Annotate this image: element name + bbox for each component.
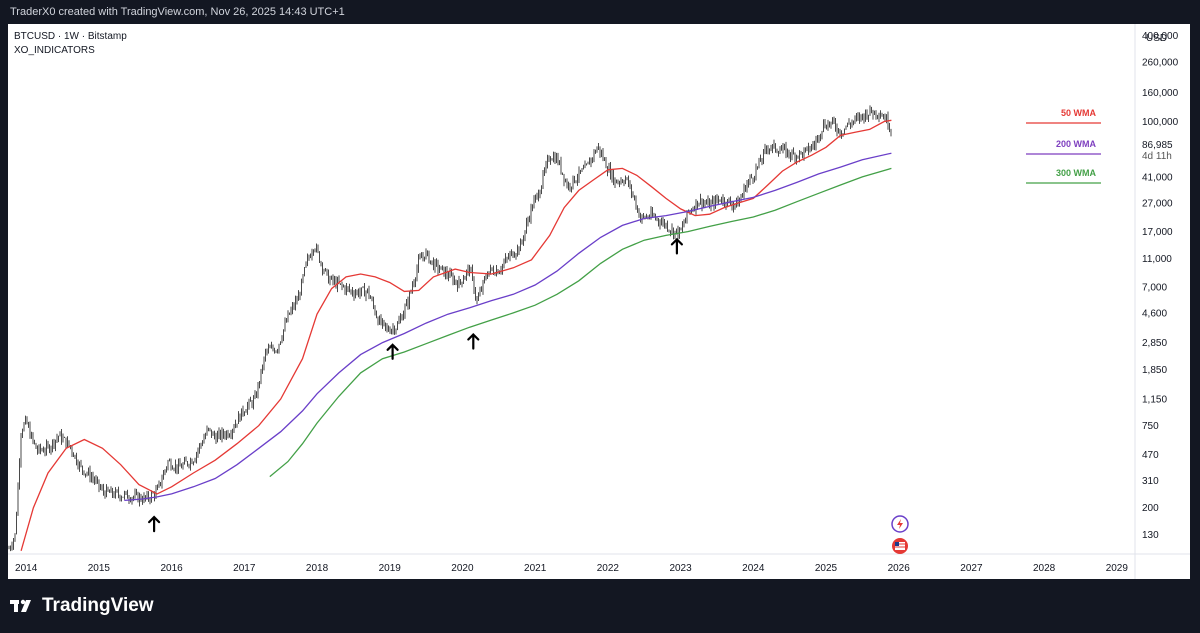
year-tick-label: 2019 bbox=[379, 563, 402, 574]
year-tick-label: 2028 bbox=[1033, 563, 1056, 574]
up-arrow-icon bbox=[386, 343, 399, 360]
attribution-text: TraderX0 created with TradingView.com, N… bbox=[10, 6, 345, 18]
year-tick-label: 2014 bbox=[15, 563, 38, 574]
tradingview-logo-icon[interactable] bbox=[10, 596, 36, 616]
price-tick-label: 17,000 bbox=[1142, 227, 1173, 238]
ma-legend: 50 WMA 200 WMA 300 WMA bbox=[1026, 108, 1101, 184]
year-tick-label: 2025 bbox=[815, 563, 838, 574]
time-axis: 2014 2015 2016 2017 2018 2019 2020 2021 2022 2023… bbox=[15, 563, 1128, 574]
price-chart[interactable]: 400,000 260,000 160,000 100,000 41,000 27,000… bbox=[8, 24, 1190, 579]
symbol-legend[interactable]: BTCUSD · 1W · Bitstamp bbox=[14, 31, 127, 42]
price-tick-label: 1,850 bbox=[1142, 365, 1167, 376]
price-tick-label: 750 bbox=[1142, 421, 1159, 432]
year-tick-label: 2016 bbox=[160, 563, 183, 574]
year-tick-label: 2017 bbox=[233, 563, 256, 574]
price-tick-label: 1,150 bbox=[1142, 395, 1167, 406]
price-tick-label: 11,000 bbox=[1142, 254, 1172, 265]
lightning-icon[interactable] bbox=[891, 515, 909, 533]
price-axis: 400,000 260,000 160,000 100,000 41,000 27,000… bbox=[1142, 31, 1179, 541]
price-tick-label: 160,000 bbox=[1142, 88, 1179, 99]
year-tick-label: 2026 bbox=[888, 563, 911, 574]
tradingview-brand[interactable]: TradingView bbox=[42, 595, 154, 616]
currency-label[interactable]: USD bbox=[1146, 33, 1167, 44]
year-tick-label: 2021 bbox=[524, 563, 547, 574]
up-arrow-icon bbox=[670, 237, 684, 255]
ma-legend-label: 200 WMA bbox=[1056, 139, 1097, 149]
moving-average-lines bbox=[20, 119, 892, 551]
year-tick-label: 2015 bbox=[88, 563, 111, 574]
price-tick-label: 130 bbox=[1142, 530, 1159, 541]
price-tick-label: 310 bbox=[1142, 476, 1159, 487]
year-tick-label: 2024 bbox=[742, 563, 765, 574]
price-tick-label: 260,000 bbox=[1142, 58, 1179, 69]
up-arrow-icon bbox=[467, 332, 480, 350]
wma-line-2 bbox=[124, 152, 892, 502]
price-tick-label: 470 bbox=[1142, 450, 1159, 461]
year-tick-label: 2018 bbox=[306, 563, 329, 574]
year-tick-label: 2029 bbox=[1106, 563, 1129, 574]
price-tick-label: 41,000 bbox=[1142, 172, 1173, 183]
candle-series bbox=[8, 105, 892, 552]
year-tick-label: 2023 bbox=[669, 563, 692, 574]
us-flag-icon[interactable] bbox=[892, 538, 908, 554]
price-tick-label: 2,850 bbox=[1142, 338, 1167, 349]
up-arrow-icon bbox=[148, 515, 161, 533]
price-tick-label: 27,000 bbox=[1142, 198, 1173, 209]
ma-legend-label: 50 WMA bbox=[1061, 108, 1097, 118]
arrow-annotations bbox=[148, 237, 684, 533]
price-tick-label: 100,000 bbox=[1142, 117, 1179, 128]
ma-legend-label: 300 WMA bbox=[1056, 168, 1097, 178]
attribution-bar: TraderX0 created with TradingView.com, N… bbox=[0, 0, 1200, 24]
price-tick-label: 4,600 bbox=[1142, 308, 1167, 319]
price-tick-label: 400,000 bbox=[1142, 31, 1179, 42]
price-tick-label: 7,000 bbox=[1142, 282, 1167, 293]
year-tick-label: 2022 bbox=[597, 563, 620, 574]
bar-countdown-label: 4d 11h bbox=[1142, 151, 1172, 162]
indicator-legend[interactable]: XO_INDICATORS bbox=[14, 45, 95, 56]
wma-line-3 bbox=[269, 167, 892, 478]
chart-panel[interactable]: 400,000 260,000 160,000 100,000 41,000 27,000… bbox=[8, 24, 1190, 579]
footer-bar: TradingView bbox=[0, 579, 1200, 633]
price-tick-label: 200 bbox=[1142, 503, 1159, 514]
wma-line-1 bbox=[20, 119, 892, 551]
last-price-label: 86,985 bbox=[1142, 140, 1173, 151]
year-tick-label: 2020 bbox=[451, 563, 474, 574]
year-tick-label: 2027 bbox=[960, 563, 983, 574]
